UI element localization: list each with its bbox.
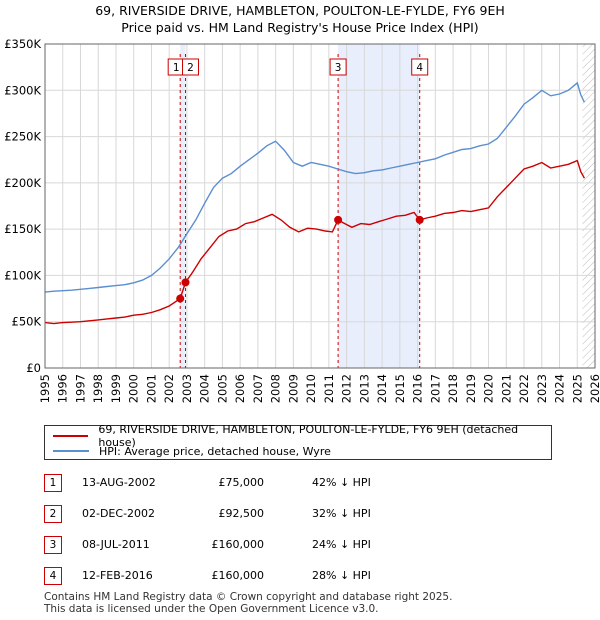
x-tick-label: 1999 (109, 374, 123, 403)
sale-marker-label: 2 (187, 62, 194, 74)
transaction-date: 13-AUG-2002 (82, 476, 156, 489)
x-tick-label: 2018 (446, 374, 460, 403)
transaction-hpi-diff: 24% ↓ HPI (312, 538, 371, 551)
sale-marker-3: 3 (329, 58, 347, 76)
title-line-1: 69, RIVERSIDE DRIVE, HAMBLETON, POULTON-… (95, 3, 505, 18)
sale-marker-box (329, 58, 347, 76)
sale-marker-box (182, 58, 200, 76)
transaction-number: 3 (44, 536, 62, 554)
x-tick-label: 2009 (286, 374, 300, 403)
y-tick-label: £200K (4, 176, 41, 190)
title-line-2: Price paid vs. HM Land Registry's House … (121, 20, 479, 35)
legend-item-hpi: HPI: Average price, detached house, Wyre (53, 443, 331, 459)
table-row: 3 08-JUL-2011 £160,000 24% ↓ HPI (44, 536, 564, 554)
sale-point-3 (334, 215, 343, 224)
hpi-series-line (44, 81, 586, 293)
footer-license: This data is licensed under the Open Gov… (44, 603, 379, 615)
x-tick-label: 1997 (73, 374, 87, 403)
table-row: 4 12-FEB-2016 £160,000 28% ↓ HPI (44, 567, 564, 585)
x-tick-label: 2011 (322, 374, 336, 403)
x-tick-label: 2015 (393, 374, 407, 403)
y-tick-label: £250K (4, 130, 41, 144)
transaction-number: 2 (44, 505, 62, 523)
x-tick-label: 2017 (428, 374, 442, 403)
legend-price-label: 69, RIVERSIDE DRIVE, HAMBLETON, POULTON-… (98, 423, 519, 449)
x-tick-label: 2022 (517, 374, 531, 403)
forecast-hatch (582, 44, 595, 368)
price-chart: £0 £50K £100K £150K £200K £250K £300K £350K 199… (4, 37, 600, 403)
transaction-price: £160,000 (211, 569, 265, 582)
y-tick-label: £300K (4, 83, 41, 97)
x-tick-label: 2016 (411, 374, 425, 403)
x-tick-label: 2026 (588, 374, 600, 403)
x-tick-label: 2023 (535, 374, 549, 403)
transaction-price: £160,000 (211, 538, 265, 551)
x-tick-label: 2005 (215, 374, 229, 403)
y-tick-label: £350K (4, 37, 41, 51)
table-row: 1 13-AUG-2002 £75,000 42% ↓ HPI (44, 474, 564, 492)
x-tick-label: 2000 (127, 374, 141, 403)
transaction-number: 1 (44, 474, 62, 492)
x-tick-label: 2014 (375, 374, 389, 403)
sale-marker-label: 1 (173, 62, 180, 74)
x-tick-label: 2004 (198, 374, 212, 403)
x-tick-label: 2012 (340, 374, 354, 403)
transaction-hpi-diff: 28% ↓ HPI (312, 569, 371, 582)
legend-item-price: 69, RIVERSIDE DRIVE, HAMBLETON, POULTON-… (53, 423, 551, 449)
chart-title: 69, RIVERSIDE DRIVE, HAMBLETON, POULTON-… (0, 2, 600, 36)
sale-marker-box (411, 58, 429, 76)
x-tick-label: 2025 (570, 374, 584, 403)
price-series-line (44, 159, 586, 325)
x-tick-label: 2024 (553, 374, 567, 403)
shaded-range (180, 44, 186, 368)
plot-area (44, 43, 596, 369)
sale-marker-label: 3 (335, 62, 342, 74)
sale-point-1 (176, 294, 185, 303)
sale-point-4 (415, 215, 424, 224)
x-tick-label: 1998 (91, 374, 105, 403)
x-tick-label: 2010 (304, 374, 318, 403)
sale-point-2 (181, 278, 190, 287)
transaction-hpi-diff: 32% ↓ HPI (312, 507, 371, 520)
transaction-price: £92,500 (218, 507, 265, 520)
x-tick-label: 2013 (357, 374, 371, 403)
transaction-hpi-diff: 42% ↓ HPI (312, 476, 371, 489)
y-tick-label: £50K (12, 315, 42, 329)
x-tick-label: 2007 (251, 374, 265, 403)
legend: 69, RIVERSIDE DRIVE, HAMBLETON, POULTON-… (44, 423, 552, 460)
x-tick-label: 2003 (180, 374, 194, 403)
x-tick-label: 2001 (144, 374, 158, 403)
sale-marker-4: 4 (411, 58, 429, 76)
y-tick-label: £0 (26, 361, 41, 375)
sale-marker-2: 2 (182, 58, 200, 76)
x-tick-label: 1995 (38, 374, 52, 403)
transaction-date: 08-JUL-2011 (82, 538, 150, 551)
sale-marker-label: 4 (416, 62, 423, 74)
legend-price-line (53, 435, 89, 437)
y-tick-label: £100K (4, 268, 41, 282)
transaction-price: £75,000 (218, 476, 265, 489)
legend-hpi-line (53, 450, 89, 452)
legend-hpi-label: HPI: Average price, detached house, Wyre (99, 444, 331, 458)
footer: Contains HM Land Registry data © Crown c… (44, 591, 452, 615)
x-tick-label: 2021 (499, 374, 513, 403)
x-tick-label: 2020 (482, 374, 496, 403)
x-tick-label: 1996 (56, 374, 70, 403)
transaction-date: 02-DEC-2002 (82, 507, 156, 520)
footer-copyright: Contains HM Land Registry data © Crown c… (44, 591, 453, 603)
table-row: 2 02-DEC-2002 £92,500 32% ↓ HPI (44, 505, 564, 523)
x-tick-label: 2002 (162, 374, 176, 403)
x-tick-label: 2008 (269, 374, 283, 403)
y-tick-label: £150K (4, 222, 41, 236)
x-tick-label: 2019 (464, 374, 478, 403)
shaded-range (338, 44, 420, 368)
x-tick-label: 2006 (233, 374, 247, 403)
sale-marker-1: 1 (167, 58, 185, 76)
transaction-number: 4 (44, 567, 62, 585)
transaction-date: 12-FEB-2016 (82, 569, 153, 582)
